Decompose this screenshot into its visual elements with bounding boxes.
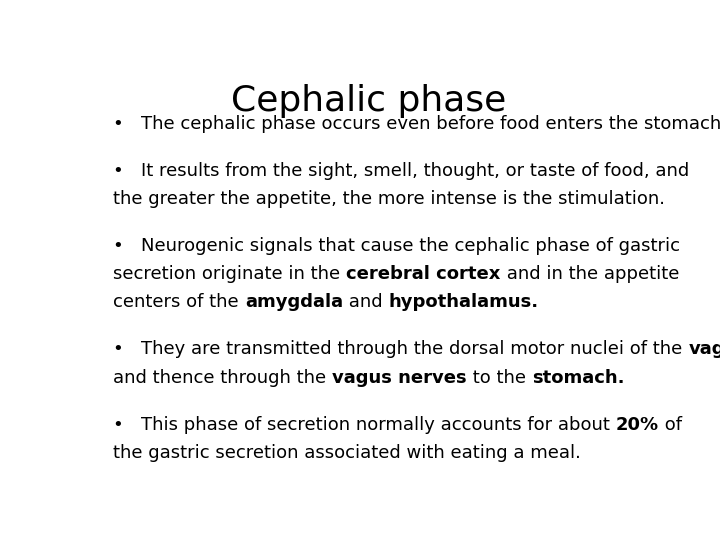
Text: hypothalamus.: hypothalamus.	[388, 294, 539, 312]
Text: stomach.: stomach.	[531, 369, 624, 387]
Text: •   The cephalic phase occurs even before food enters the stomach: • The cephalic phase occurs even before …	[114, 114, 720, 133]
Text: centers of the: centers of the	[114, 294, 245, 312]
Text: vagi: vagi	[688, 341, 720, 359]
Text: •   Neurogenic signals that cause the cephalic phase of gastric: • Neurogenic signals that cause the ceph…	[114, 237, 680, 255]
Text: •   This phase of secretion normally accounts for about: • This phase of secretion normally accou…	[114, 416, 616, 434]
Text: •   It results from the sight, smell, thought, or taste of food, and: • It results from the sight, smell, thou…	[114, 161, 690, 180]
Text: secretion originate in the: secretion originate in the	[114, 265, 346, 283]
Text: and: and	[343, 294, 388, 312]
Text: of: of	[660, 416, 682, 434]
Text: vagus nerves: vagus nerves	[333, 369, 467, 387]
Text: and thence through the: and thence through the	[114, 369, 333, 387]
Text: and in the appetite: and in the appetite	[500, 265, 679, 283]
Text: •   They are transmitted through the dorsal motor nuclei of the: • They are transmitted through the dorsa…	[114, 341, 688, 359]
Text: cerebral cortex: cerebral cortex	[346, 265, 500, 283]
Text: amygdala: amygdala	[245, 294, 343, 312]
Text: 20%: 20%	[616, 416, 660, 434]
Text: Cephalic phase: Cephalic phase	[231, 84, 507, 118]
Text: the gastric secretion associated with eating a meal.: the gastric secretion associated with ea…	[114, 444, 581, 462]
Text: to the: to the	[467, 369, 531, 387]
Text: the greater the appetite, the more intense is the stimulation.: the greater the appetite, the more inten…	[114, 190, 665, 208]
